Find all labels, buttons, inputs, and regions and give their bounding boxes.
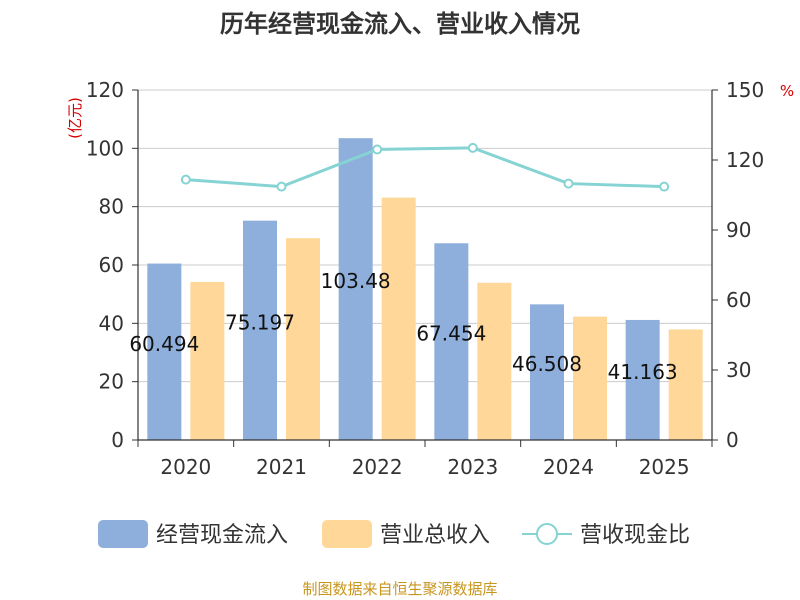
legend-swatch	[98, 520, 148, 548]
legend-marker	[536, 523, 558, 545]
y-right-tick-label: 120	[726, 148, 764, 172]
line-path	[185, 146, 665, 189]
y-left-tick-label: 80	[99, 195, 124, 219]
line-point	[563, 178, 574, 189]
chart-title: 历年经营现金流入、营业收入情况	[220, 10, 580, 38]
legend-label: 营业总收入	[380, 523, 490, 548]
y-left-tick-label: 40	[99, 311, 124, 335]
x-tick-label: 2020	[160, 455, 211, 479]
bar	[530, 304, 564, 440]
y-right-tick-label: 0	[726, 428, 739, 452]
y-left-tick-label: 0	[111, 428, 124, 452]
x-tick-label: 2022	[352, 455, 403, 479]
bar	[381, 197, 416, 440]
legend-label: 经营现金流入	[156, 523, 288, 548]
y-left-tick-label: 120	[86, 78, 124, 102]
bar	[434, 243, 469, 440]
source-note: 制图数据来自恒生聚源数据库	[302, 580, 497, 598]
bar	[286, 238, 320, 440]
line-point	[372, 144, 383, 155]
bar	[477, 282, 512, 440]
bar-value-label: 60.494	[129, 332, 199, 356]
bar	[338, 138, 373, 440]
axes	[132, 89, 718, 447]
legend-label: 营收现金比	[580, 523, 690, 548]
bar-value-label: 75.197	[225, 310, 295, 334]
y-left-tick-label: 20	[99, 370, 124, 394]
x-tick-label: 2025	[639, 455, 690, 479]
legend: 经营现金流入 营业总收入 营收现金比	[98, 520, 690, 548]
line-point	[180, 174, 191, 185]
x-tick-label: 2021	[256, 455, 307, 479]
y-left-tick-label: 60	[99, 253, 124, 277]
y-right-tick-label: 30	[726, 358, 751, 382]
bar	[573, 316, 607, 440]
line-point	[467, 142, 478, 153]
bar	[243, 220, 277, 440]
x-tick-label: 2024	[543, 455, 594, 479]
bar-value-label: 103.48	[321, 269, 391, 293]
line-series	[180, 142, 670, 192]
y-right-tick-label: 90	[726, 218, 751, 242]
y-right-tick-label: 150	[726, 78, 764, 102]
bar-value-label: 41.163	[608, 360, 678, 384]
bar	[668, 329, 703, 440]
bar-value-label: 46.508	[512, 352, 582, 376]
y-left-tick-label: 100	[86, 136, 124, 160]
line-point	[659, 181, 670, 192]
bar	[190, 281, 225, 440]
y-right-unit: %	[780, 82, 794, 100]
y-right-tick-label: 60	[726, 288, 751, 312]
x-tick-label: 2023	[447, 455, 498, 479]
bar	[147, 263, 182, 440]
bar-value-label: 67.454	[416, 322, 486, 346]
bar-series	[147, 138, 703, 440]
bar	[625, 319, 660, 440]
tick-labels: 0 20 40 60 80 100 120 0 30 60 90 120 150 2020 2021 2022…	[86, 78, 764, 479]
legend-swatch	[322, 520, 372, 548]
data-labels: 60.494 75.197 103.48 67.454 46.508 41.163	[129, 269, 677, 384]
y-left-unit: (亿元)	[66, 97, 84, 139]
line-point	[276, 181, 287, 192]
